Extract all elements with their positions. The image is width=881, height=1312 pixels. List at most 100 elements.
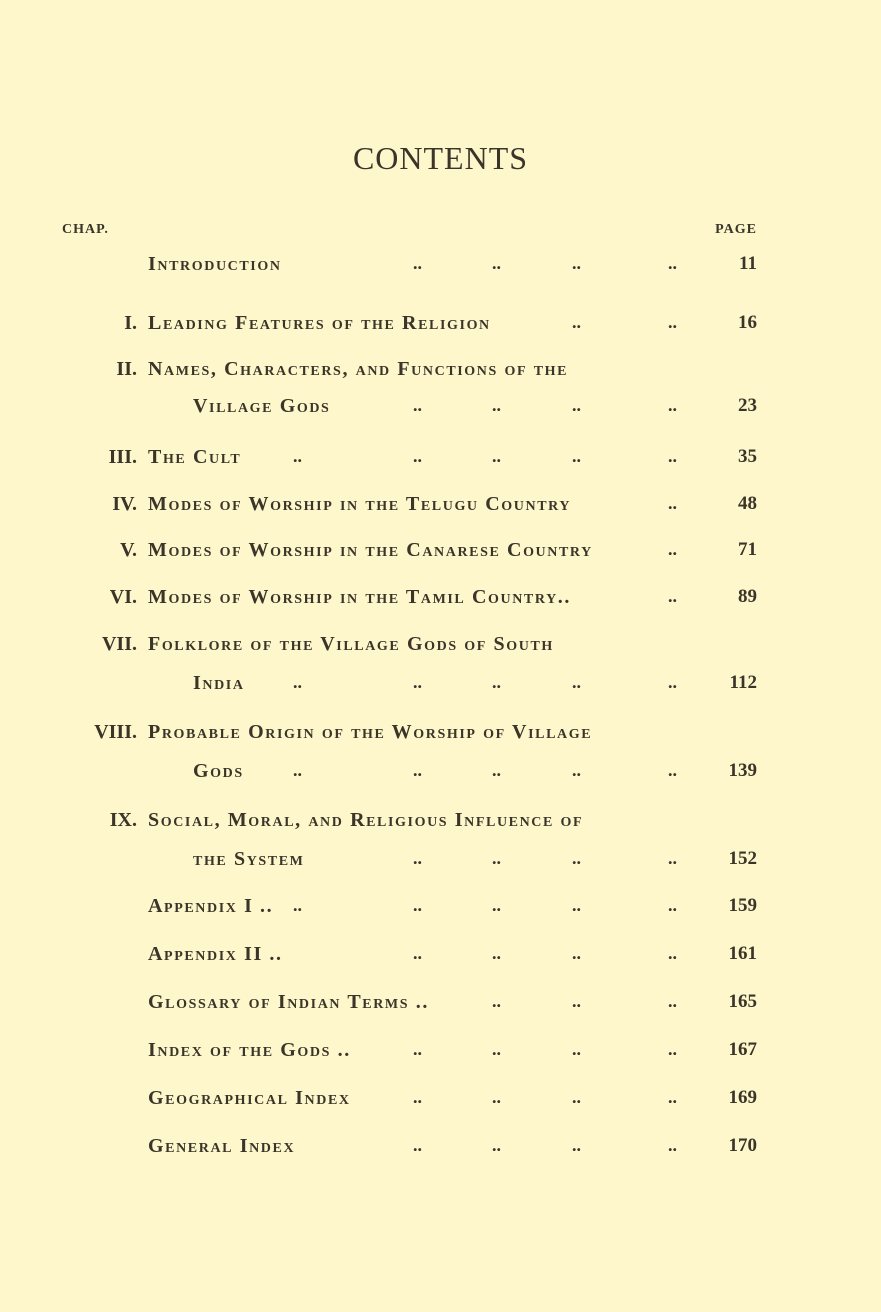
page-number: 139 bbox=[728, 760, 758, 781]
entry-title: Village Gods bbox=[193, 395, 331, 417]
toc-entry: VIII. Probable Origin of the Worship of V… bbox=[0, 721, 881, 751]
toc-entry: Glossary of Indian Terms .. 165...... bbox=[0, 991, 881, 1021]
toc-entry-continuation: Village Gods 23........ bbox=[0, 395, 881, 425]
leader-dots: .. bbox=[413, 446, 422, 466]
page-number: 23 bbox=[738, 395, 757, 416]
page-number: 165 bbox=[728, 991, 758, 1012]
page-number: 48 bbox=[738, 493, 757, 514]
entry-title: Appendix II .. bbox=[148, 943, 283, 965]
entry-title: Modes of Worship in the Tamil Country.. bbox=[148, 586, 571, 608]
toc-entry: IV. Modes of Worship in the Telugu Countr… bbox=[0, 493, 881, 523]
toc-entry: Geographical Index 169........ bbox=[0, 1087, 881, 1117]
toc-entry: IX. Social, Moral, and Religious Influenc… bbox=[0, 809, 881, 839]
leader-dots: .. bbox=[668, 586, 677, 606]
leader-dots: .. bbox=[572, 848, 581, 868]
toc-entry-continuation: Gods 139.......... bbox=[0, 760, 881, 790]
chapter-number: II. bbox=[116, 358, 137, 380]
entry-title: Introduction bbox=[148, 253, 282, 275]
page-number: 161 bbox=[728, 943, 758, 964]
chapter-number: I. bbox=[124, 312, 137, 334]
toc-entry: Appendix I .. 159.......... bbox=[0, 895, 881, 925]
leader-dots: .. bbox=[572, 991, 581, 1011]
page-title: CONTENTS bbox=[352, 140, 529, 176]
leader-dots: .. bbox=[668, 493, 677, 513]
leader-dots: .. bbox=[413, 395, 422, 415]
toc-entry: Index of the Gods .. 167........ bbox=[0, 1039, 881, 1069]
leader-dots: .. bbox=[668, 991, 677, 1011]
page-number: 112 bbox=[729, 672, 757, 693]
toc-entry-continuation: India 112.......... bbox=[0, 672, 881, 702]
page-number: 169 bbox=[728, 1087, 758, 1108]
chapter-number: IX. bbox=[109, 809, 137, 831]
leader-dots: .. bbox=[668, 1087, 677, 1107]
leader-dots: .. bbox=[492, 943, 501, 963]
page-number: 152 bbox=[728, 848, 758, 869]
leader-dots: .. bbox=[492, 446, 501, 466]
entry-title: Index of the Gods .. bbox=[148, 1039, 351, 1061]
page-column-header: PAGE bbox=[715, 222, 757, 237]
toc-entry: VI. Modes of Worship in the Tamil Country… bbox=[0, 586, 881, 616]
leader-dots: .. bbox=[572, 943, 581, 963]
toc-entry: V. Modes of Worship in the Canarese Count… bbox=[0, 539, 881, 569]
entry-title: Probable Origin of the Worship of Villag… bbox=[148, 721, 593, 743]
leader-dots: .. bbox=[572, 312, 581, 332]
leader-dots: .. bbox=[413, 672, 422, 692]
leader-dots: .. bbox=[413, 253, 422, 273]
entry-title: Leading Features of the Religion bbox=[148, 312, 491, 334]
entry-title: Appendix I .. bbox=[148, 895, 274, 917]
leader-dots: .. bbox=[413, 1087, 422, 1107]
leader-dots: .. bbox=[492, 1087, 501, 1107]
entry-title: Gods bbox=[193, 760, 244, 782]
entry-title: The Cult bbox=[148, 446, 242, 468]
entry-title: Names, Characters, and Functions of the bbox=[148, 358, 569, 380]
chapter-number: V. bbox=[120, 539, 137, 561]
leader-dots: .. bbox=[572, 1087, 581, 1107]
leader-dots: .. bbox=[413, 895, 422, 915]
leader-dots: .. bbox=[572, 760, 581, 780]
chapter-number: III. bbox=[108, 446, 137, 468]
leader-dots: .. bbox=[413, 943, 422, 963]
leader-dots: .. bbox=[668, 848, 677, 868]
leader-dots: .. bbox=[293, 760, 302, 780]
leader-dots: .. bbox=[572, 672, 581, 692]
leader-dots: .. bbox=[668, 895, 677, 915]
entry-title: Social, Moral, and Religious Influence o… bbox=[148, 809, 584, 831]
leader-dots: .. bbox=[572, 1135, 581, 1155]
leader-dots: .. bbox=[293, 446, 302, 466]
page-number: 170 bbox=[728, 1135, 758, 1156]
page-number: 16 bbox=[738, 312, 757, 333]
entry-title: the System bbox=[193, 848, 305, 870]
toc-entry: Introduction 11........ bbox=[0, 253, 881, 283]
entry-title: Geographical Index bbox=[148, 1087, 351, 1109]
toc-entry: General Index 170........ bbox=[0, 1135, 881, 1165]
leader-dots: .. bbox=[668, 1135, 677, 1155]
chap-column-header: CHAP. bbox=[62, 222, 109, 237]
toc-entry: III. The Cult 35.......... bbox=[0, 446, 881, 476]
leader-dots: .. bbox=[668, 312, 677, 332]
leader-dots: .. bbox=[492, 395, 501, 415]
leader-dots: .. bbox=[668, 539, 677, 559]
page-number: 89 bbox=[738, 586, 757, 607]
leader-dots: .. bbox=[492, 991, 501, 1011]
leader-dots: .. bbox=[668, 395, 677, 415]
leader-dots: .. bbox=[668, 253, 677, 273]
leader-dots: .. bbox=[572, 395, 581, 415]
leader-dots: .. bbox=[668, 1039, 677, 1059]
leader-dots: .. bbox=[492, 895, 501, 915]
chapter-number: IV. bbox=[112, 493, 137, 515]
page-number: 167 bbox=[728, 1039, 758, 1060]
leader-dots: .. bbox=[293, 672, 302, 692]
leader-dots: .. bbox=[413, 1135, 422, 1155]
chapter-number: VII. bbox=[101, 633, 137, 655]
leader-dots: .. bbox=[668, 760, 677, 780]
leader-dots: .. bbox=[492, 1135, 501, 1155]
entry-title: Modes of Worship in the Canarese Country bbox=[148, 539, 593, 561]
leader-dots: .. bbox=[668, 672, 677, 692]
leader-dots: .. bbox=[668, 446, 677, 466]
leader-dots: .. bbox=[572, 1039, 581, 1059]
toc-entry: Appendix II .. 161........ bbox=[0, 943, 881, 973]
entry-title: General Index bbox=[148, 1135, 296, 1157]
leader-dots: .. bbox=[492, 848, 501, 868]
leader-dots: .. bbox=[413, 848, 422, 868]
leader-dots: .. bbox=[572, 446, 581, 466]
